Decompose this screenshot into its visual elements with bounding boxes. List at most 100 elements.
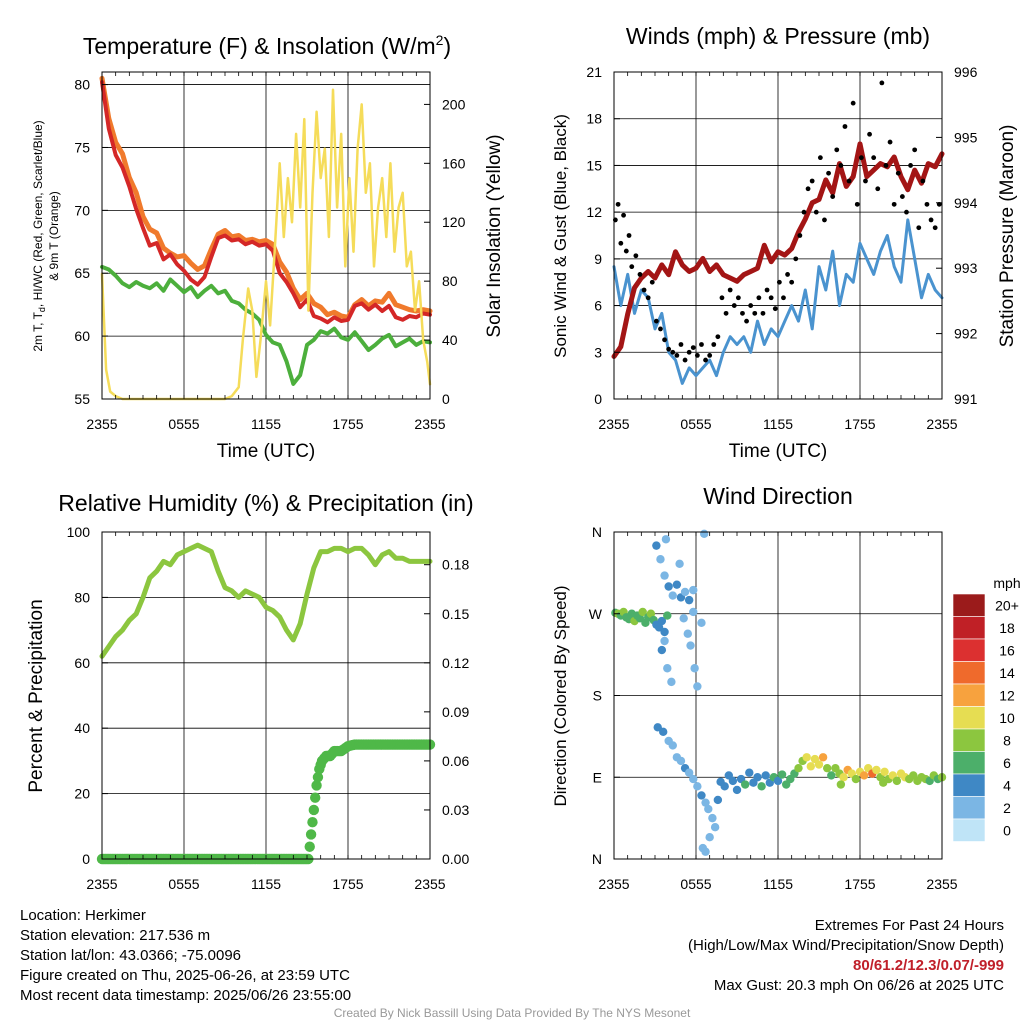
gust-point — [629, 264, 635, 270]
time-tick-label: 1755 — [332, 416, 363, 432]
gust-point — [723, 310, 729, 316]
wind-direction-point — [659, 727, 668, 737]
gust-point — [694, 353, 700, 358]
wind-direction-panel: Wind Direction 2355 0555 1155 1755 2355 N E S W N… — [551, 483, 1021, 892]
wind-direction-point — [814, 760, 824, 769]
gust-point — [699, 342, 704, 347]
wind-direction-point — [684, 595, 694, 605]
wind-direction-point — [823, 763, 832, 773]
y2-tick-label: 996 — [954, 64, 978, 80]
solar-y-axis-label: Solar Insolation (Yellow) — [484, 134, 505, 337]
gust-point — [920, 178, 926, 184]
wind-direction-point — [672, 580, 682, 589]
legend-swatch — [952, 773, 986, 797]
wind-direction-point — [708, 813, 717, 823]
y2-tick-label: 0.06 — [442, 753, 469, 769]
wind-direction-point — [879, 778, 888, 787]
humidity-axis-ticks: 2355 0555 1155 1755 2355 0 20 40 60 80 100 0.00 0.03… — [67, 524, 470, 892]
time-tick-label: 1155 — [763, 876, 793, 892]
wind-direction-point — [880, 767, 889, 776]
legend-label: 16 — [999, 642, 1015, 658]
nine_m_temp-line — [99, 75, 433, 320]
wind-direction-point — [802, 753, 811, 762]
wind-direction-point — [818, 753, 828, 762]
wind-direction-point — [720, 782, 729, 791]
precip-marker — [310, 792, 321, 803]
extremes-info: Extremes For Past 24 Hours (High/Low/Max… — [688, 916, 1004, 996]
time-tick-label: 1155 — [763, 416, 793, 432]
legend-label: 10 — [999, 710, 1015, 726]
gust-point — [838, 163, 844, 168]
temperature-title-end: ) — [443, 33, 451, 59]
wind-direction-point — [701, 798, 710, 807]
gust-point — [826, 170, 831, 176]
wind-direction-point — [668, 591, 677, 600]
time-tick-label: 1155 — [251, 876, 281, 892]
gust-point — [645, 295, 651, 301]
winds-y-axis-label: Sonic Wind & Gust (Blue, Black) — [551, 114, 570, 358]
time-tick-label: 0555 — [680, 416, 711, 432]
y-tick-label: 15 — [586, 157, 602, 173]
gust-point — [682, 357, 688, 363]
gust-point — [887, 139, 893, 145]
gust-point — [863, 178, 868, 184]
temperature-panel: Temperature (F) & Insolation (W/m2) 2355… — [31, 32, 505, 462]
gust-point — [793, 256, 799, 262]
gust-point — [670, 349, 676, 355]
location-text: Location: Herkimer — [20, 907, 146, 924]
wind-direction-point — [693, 782, 702, 791]
temperature-chart-title: Temperature (F) & Insolation (W/m2) — [83, 32, 451, 59]
wind-direction-point — [839, 773, 848, 782]
gust-point — [764, 287, 770, 293]
y-tick-label: N — [592, 851, 602, 867]
temperature-title-superscript: 2 — [436, 32, 444, 48]
temp-line — [100, 80, 432, 325]
wind-direction-point — [683, 629, 692, 638]
y-tick-label: 12 — [586, 204, 602, 220]
legend-label: 18 — [999, 620, 1015, 636]
extremes-values: 80/61.2/12.3/0.07/-999 — [853, 957, 1004, 974]
wind-direction-y-axis-label: Direction (Colored By Speed) — [551, 585, 570, 806]
y-tick-label: 3 — [594, 344, 602, 360]
gust-point — [789, 279, 795, 285]
legend-swatch — [952, 593, 986, 617]
y2-tick-label: 0.12 — [442, 655, 469, 671]
rh-line — [99, 542, 433, 659]
wind-direction-point — [701, 847, 710, 856]
wind-direction-point — [761, 771, 770, 780]
y-tick-label: 20 — [74, 786, 90, 802]
y2-tick-label: 200 — [442, 96, 466, 112]
wind-direction-point — [728, 776, 738, 786]
time-tick-label: 0555 — [168, 416, 199, 432]
wind-direction-point — [732, 785, 742, 795]
legend-swatch — [952, 796, 986, 820]
gust-point — [649, 279, 655, 285]
time-tick-label: 2355 — [926, 416, 957, 432]
precip-marker — [311, 780, 322, 791]
gust-point — [740, 310, 745, 316]
legend-label: 14 — [999, 665, 1015, 681]
wind-direction-point — [689, 585, 698, 595]
wind-direction-point — [697, 618, 706, 628]
gust-point — [850, 100, 856, 106]
wind-direction-point — [741, 780, 750, 789]
wind-direction-point — [859, 771, 869, 780]
wind-direction-point — [710, 823, 720, 832]
extremes-title: Extremes For Past 24 Hours — [814, 917, 1004, 934]
wind-direction-point — [676, 756, 686, 766]
gust-point — [637, 272, 643, 277]
humidity-series — [96, 542, 436, 865]
legend-label: 2 — [1003, 800, 1011, 816]
winds-panel: Winds (mph) & Pressure (mb) 2355 0555 1155… — [551, 23, 1018, 462]
y2-tick-label: 992 — [954, 326, 978, 342]
gust-point — [621, 212, 626, 218]
legend-label: 8 — [1003, 732, 1011, 748]
y2-tick-label: 0.15 — [442, 606, 469, 622]
gust-point — [867, 131, 872, 137]
y-tick-label: 70 — [74, 202, 90, 218]
gust-point — [883, 163, 889, 168]
temperature-grid — [102, 72, 430, 399]
gust-point — [776, 279, 782, 285]
wind-direction-point — [689, 607, 698, 617]
